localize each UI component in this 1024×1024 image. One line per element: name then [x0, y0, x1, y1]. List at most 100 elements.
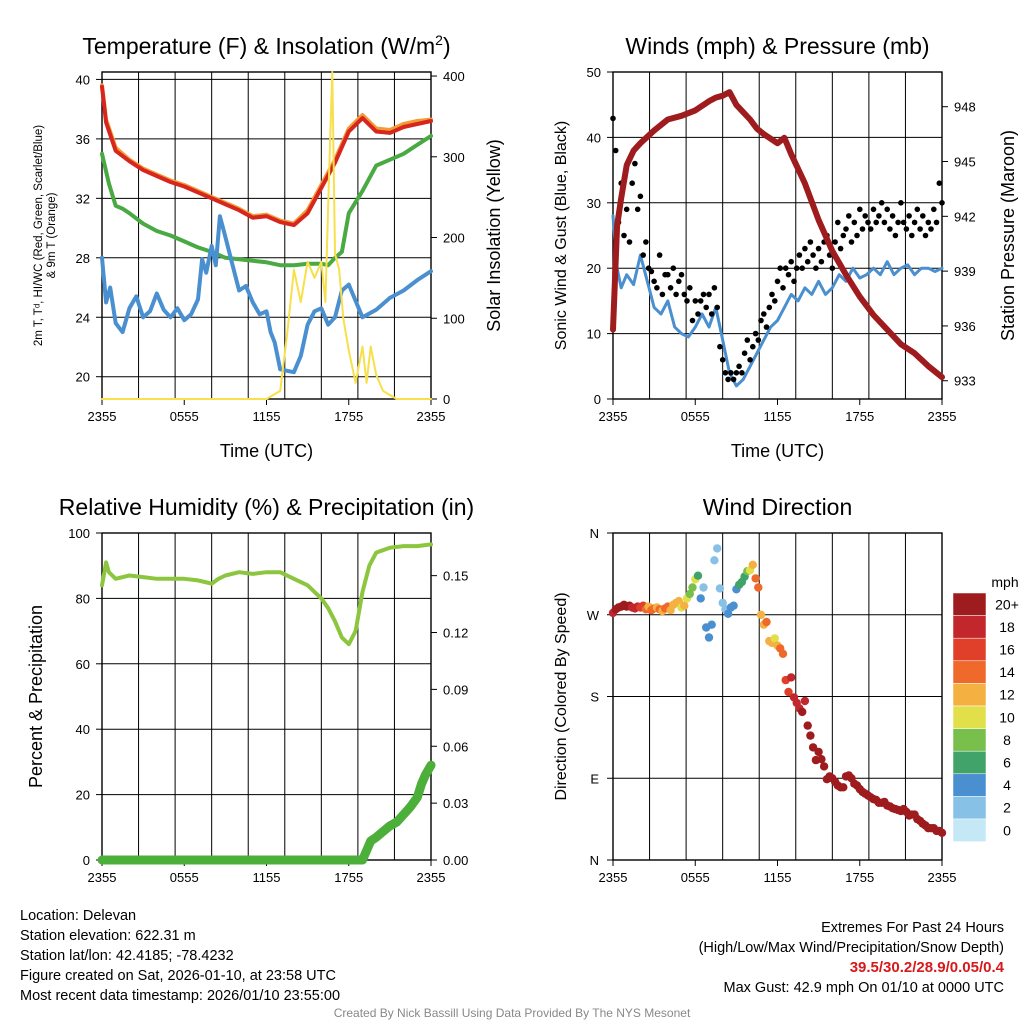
wind-y2tick-label: 948 — [954, 100, 976, 115]
rh-series-relative-humidity — [100, 542, 433, 647]
recent-text: Most recent data timestamp: 2026/01/10 2… — [20, 988, 341, 1004]
wind-gust-point — [914, 206, 921, 213]
dir-point — [718, 598, 727, 608]
wind-gust-point — [813, 265, 819, 272]
wind-gust-point — [667, 285, 674, 291]
dir-point — [839, 783, 848, 792]
temp-ylabel-line1: 2m T, Tᵈ, HI/WC (Red, Green, Scarlet/Blu… — [33, 125, 45, 346]
dir-point — [674, 596, 683, 606]
dir-point — [715, 584, 725, 593]
rh-ytick-label: 80 — [76, 591, 90, 606]
wind-gust-point — [851, 219, 858, 226]
wind-ytick-label: 10 — [587, 327, 601, 342]
wind-y2tick-label: 936 — [954, 319, 976, 334]
temp-ylabel: 2m T, Tᵈ, HI/WC (Red, Green, Scarlet/Blu… — [33, 125, 58, 346]
rh-y2tick-label: 0.09 — [443, 682, 468, 697]
wind-gust-point — [785, 271, 792, 278]
temp-xtick-label: 1755 — [334, 409, 363, 424]
wind-gust-point — [755, 337, 762, 343]
dir-chart: 2355 0555 1155 1755 2355 Wind Direction N E S W N D… — [553, 494, 1019, 885]
wind-gust-point — [772, 298, 778, 304]
legend-swatch — [952, 660, 987, 684]
temp-frame — [101, 71, 432, 400]
dir-ytick-label: S — [590, 690, 599, 705]
wind-gust-point — [741, 350, 748, 357]
rh-xtick-label: 1155 — [253, 870, 281, 885]
rh-ytick-label: 40 — [76, 722, 90, 737]
dir-point — [756, 610, 766, 619]
legend-label: 14 — [999, 664, 1015, 680]
temp-xtick-label: 2355 — [417, 409, 446, 424]
wind-gust-point — [840, 232, 847, 239]
wind-gust-point — [717, 343, 723, 350]
dir-ytick-label: N — [590, 526, 599, 541]
rh-chart: 2355 0555 1155 1755 2355 Relative Humidity (%… — [26, 494, 474, 885]
wind-gust-point — [917, 226, 923, 232]
wind-xlabel: Time (UTC) — [731, 441, 824, 461]
temp-chart: 2355 0555 1155 1755 2355 Temperature (F) & I… — [33, 32, 504, 461]
legend-label: 18 — [999, 619, 1015, 635]
max-gust-text: Max Gust: 42.9 mph On 01/10 at 0000 UTC — [723, 980, 1004, 996]
wind-gust-point — [802, 245, 808, 252]
wind-gust-point — [684, 298, 690, 304]
wind-gust-point — [933, 219, 940, 226]
wind-gust-point — [884, 206, 890, 213]
wind-title: Winds (mph) & Pressure (mb) — [625, 33, 929, 59]
dir-xtick-label: 2355 — [599, 870, 628, 885]
temp-ytick-label: 36 — [76, 132, 90, 147]
legend-label: 0 — [1003, 822, 1011, 838]
wind-gust-point — [810, 252, 816, 258]
wind-gust-point — [837, 245, 844, 252]
temp-title-end: ) — [443, 33, 451, 59]
wind-gust-point — [632, 160, 638, 167]
wind-gust-point — [758, 317, 764, 324]
wind-gust-point — [829, 265, 836, 272]
temp-ytick-label: 32 — [76, 191, 90, 206]
wind-gust-point — [857, 206, 863, 213]
wind-xtick-label: 0555 — [681, 409, 710, 424]
extremes-info: Extremes For Past 24 Hours (High/Low/Max… — [699, 918, 1004, 998]
wind-gust-point — [788, 258, 794, 265]
legend-swatch — [952, 615, 987, 639]
dir-point — [803, 721, 812, 730]
wind-gust-point — [665, 271, 671, 278]
dir-xtick-label: 2355 — [928, 870, 957, 885]
wind-gust-point — [637, 193, 644, 200]
rh-ytick-label: 20 — [76, 788, 90, 803]
legend-swatch — [952, 773, 987, 797]
wind-gust-point — [939, 200, 945, 206]
wind-gust-point — [711, 285, 718, 291]
wind-gust-point — [922, 232, 929, 239]
wind-gust-point — [733, 370, 740, 376]
wind-gust-point — [867, 226, 874, 232]
wind-gust-point — [659, 291, 666, 298]
wind-gust-point — [780, 285, 786, 291]
wind-gust-point — [654, 285, 660, 291]
legend-swatch — [952, 637, 987, 662]
temp-y2tick-label: 0 — [443, 392, 450, 407]
wind-gust-point — [881, 219, 888, 226]
wind-chart: 2355 0555 1155 1755 2355 Winds (mph) & Pressu… — [553, 33, 1018, 461]
dir-point — [685, 589, 694, 599]
dir-point — [723, 609, 733, 618]
temp-series-hi-wc — [100, 214, 433, 375]
dir-point — [693, 571, 703, 580]
wind-xtick-label: 2355 — [928, 409, 957, 424]
wind-gust-point — [815, 245, 822, 252]
wind-gust-point — [719, 357, 726, 363]
temp-series-td — [100, 133, 433, 268]
extremes-subtitle: (High/Low/Max Wind/Precipitation/Snow De… — [698, 940, 1004, 956]
wind-xtick-label: 1155 — [764, 409, 792, 424]
wind-gust-point — [725, 376, 731, 383]
wind-gust-point — [848, 239, 855, 245]
dir-point — [680, 601, 689, 610]
dir-point — [762, 617, 771, 627]
wind-gust-point — [612, 147, 619, 154]
wind-gust-point — [782, 265, 789, 272]
legend-label: 10 — [999, 709, 1015, 725]
legend-swatch — [952, 796, 987, 820]
wind-gust-point — [876, 213, 882, 219]
legend-label: 20+ — [995, 596, 1019, 612]
rh-y2tick-label: 0.06 — [443, 739, 468, 754]
legend-label: 2 — [1003, 800, 1011, 816]
